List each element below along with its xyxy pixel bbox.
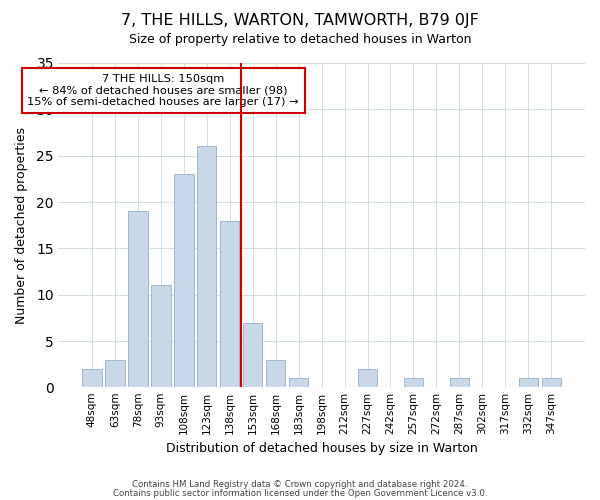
Bar — [174, 174, 194, 388]
Bar — [128, 212, 148, 388]
Bar — [220, 220, 239, 388]
Bar — [82, 369, 101, 388]
Bar — [358, 369, 377, 388]
Bar — [197, 146, 217, 388]
Y-axis label: Number of detached properties: Number of detached properties — [15, 126, 28, 324]
Bar — [449, 378, 469, 388]
Text: Size of property relative to detached houses in Warton: Size of property relative to detached ho… — [129, 32, 471, 46]
Bar — [151, 286, 170, 388]
Text: 7, THE HILLS, WARTON, TAMWORTH, B79 0JF: 7, THE HILLS, WARTON, TAMWORTH, B79 0JF — [121, 12, 479, 28]
Bar — [518, 378, 538, 388]
Bar — [243, 322, 262, 388]
Text: 7 THE HILLS: 150sqm
← 84% of detached houses are smaller (98)
15% of semi-detach: 7 THE HILLS: 150sqm ← 84% of detached ho… — [28, 74, 299, 108]
Text: Contains HM Land Registry data © Crown copyright and database right 2024.: Contains HM Land Registry data © Crown c… — [132, 480, 468, 489]
Bar — [542, 378, 561, 388]
Bar — [404, 378, 423, 388]
Bar — [266, 360, 286, 388]
Bar — [289, 378, 308, 388]
X-axis label: Distribution of detached houses by size in Warton: Distribution of detached houses by size … — [166, 442, 478, 455]
Bar — [105, 360, 125, 388]
Text: Contains public sector information licensed under the Open Government Licence v3: Contains public sector information licen… — [113, 488, 487, 498]
